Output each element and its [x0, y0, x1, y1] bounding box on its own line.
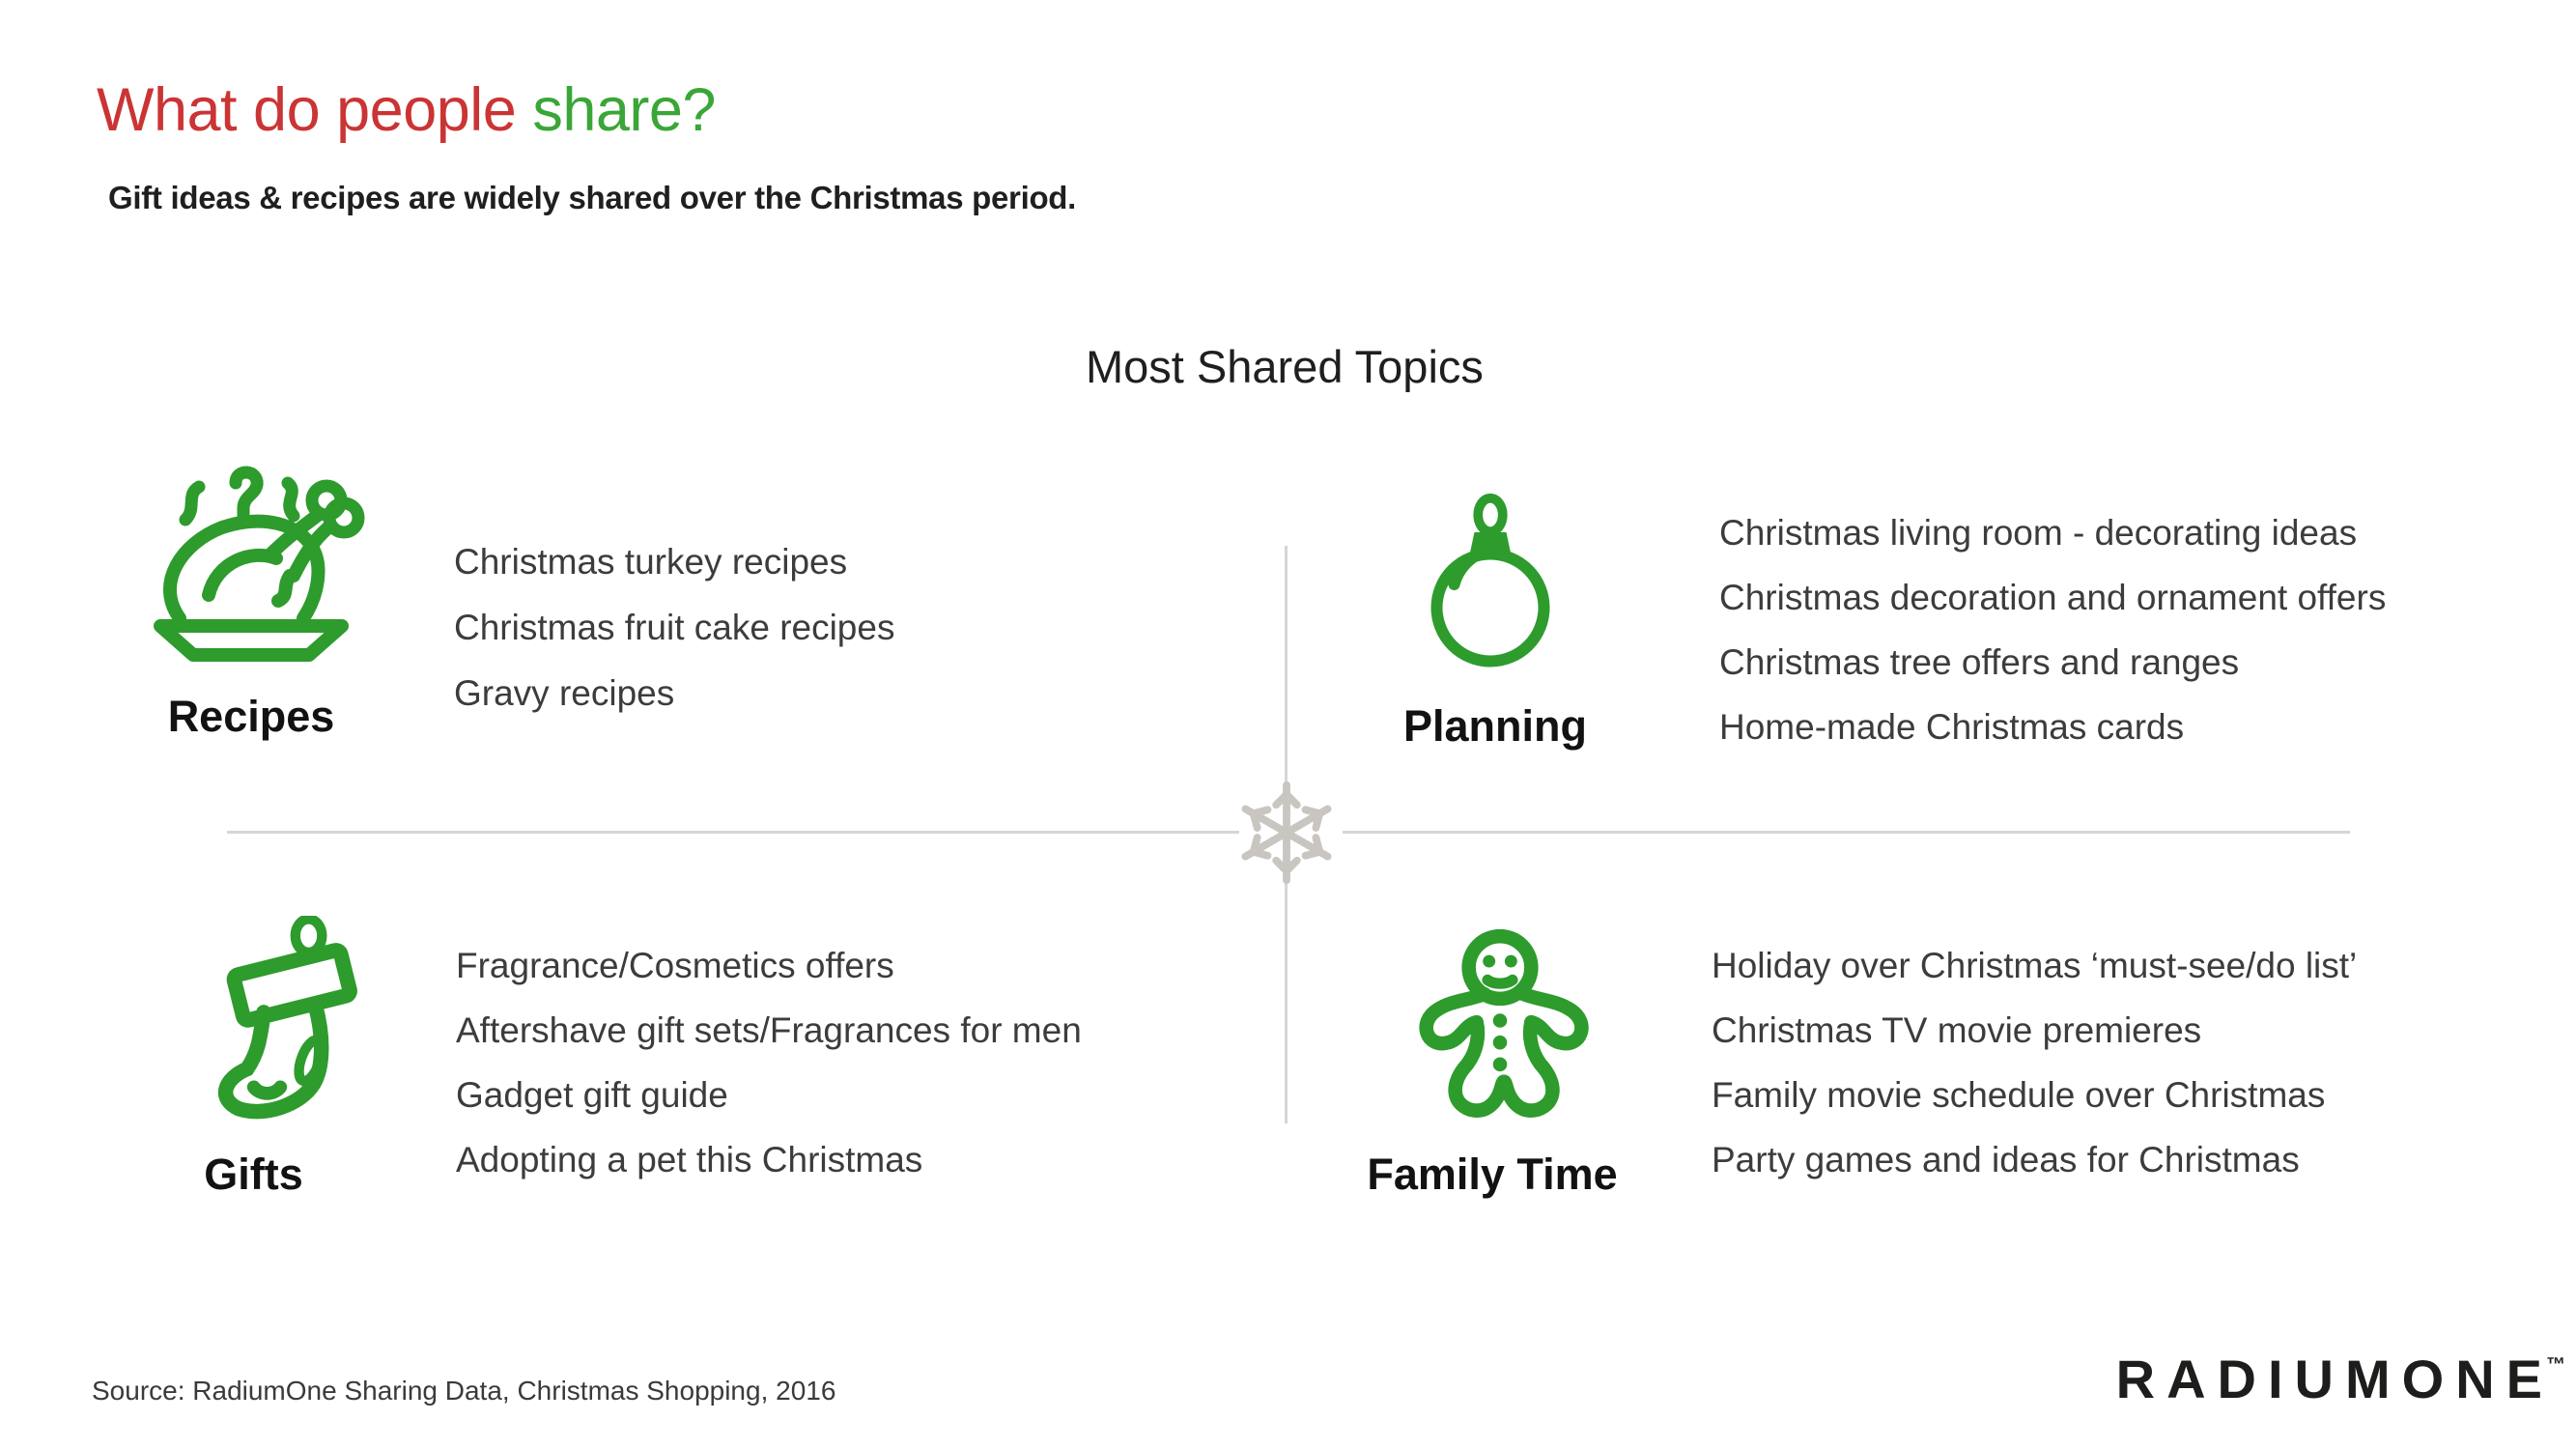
list-item: Christmas turkey recipes — [454, 542, 848, 582]
list-item: Gadget gift guide — [456, 1075, 728, 1115]
topic-list-planning: Christmas living room - decorating ideas… — [1719, 500, 2386, 759]
quadrant-label-gifts: Gifts — [204, 1150, 303, 1199]
quadrant-label-recipes: Recipes — [167, 692, 335, 741]
list-item: Christmas living room - decorating ideas — [1719, 513, 2358, 553]
radiumone-logo-text: RADIUMONE — [2115, 1349, 2554, 1409]
page-title-green-part: share? — [532, 76, 716, 144]
list-item: Adopting a pet this Christmas — [456, 1140, 923, 1179]
turkey-icon — [154, 466, 365, 662]
trademark-symbol: ™ — [2546, 1354, 2566, 1376]
divider-horizontal-left — [227, 831, 1239, 834]
page-title: What do people share? — [97, 75, 716, 145]
page-title-red-part: What do people — [97, 76, 533, 144]
topic-list-recipes: Christmas turkey recipes Christmas fruit… — [454, 529, 894, 726]
list-item: Home-made Christmas cards — [1719, 707, 2185, 747]
list-item: Christmas fruit cake recipes — [454, 608, 895, 647]
list-item: Gravy recipes — [454, 673, 675, 713]
radiumone-logo: RADIUMONE™ — [2116, 1348, 2566, 1410]
list-item: Family movie schedule over Christmas — [1712, 1075, 2326, 1115]
topic-list-family-time: Holiday over Christmas ‘must-see/do list… — [1712, 933, 2357, 1192]
divider-vertical-bottom — [1285, 875, 1288, 1123]
list-item: Party games and ideas for Christmas — [1712, 1140, 2300, 1179]
ornament-icon — [1430, 493, 1550, 668]
gingerbread-icon — [1419, 928, 1589, 1118]
topic-list-gifts: Fragrance/Cosmetics offers Aftershave gi… — [456, 933, 1082, 1192]
list-item: Fragrance/Cosmetics offers — [456, 946, 894, 985]
list-item: Christmas tree offers and ranges — [1719, 642, 2240, 682]
list-item: Holiday over Christmas ‘must-see/do list… — [1712, 946, 2358, 985]
divider-horizontal-right — [1343, 831, 2350, 834]
section-heading: Most Shared Topics — [1086, 341, 1484, 392]
list-item: Christmas TV movie premieres — [1712, 1010, 2202, 1050]
page-subtitle: Gift ideas & recipes are widely shared o… — [108, 180, 1077, 215]
stocking-icon — [217, 916, 357, 1120]
quadrant-label-planning: Planning — [1403, 701, 1587, 751]
quadrant-label-family-time: Family Time — [1367, 1150, 1618, 1199]
list-item: Christmas decoration and ornament offers — [1719, 578, 2387, 617]
snowflake-icon — [1241, 781, 1332, 885]
divider-vertical-top — [1285, 546, 1288, 811]
list-item: Aftershave gift sets/Fragrances for men — [456, 1010, 1082, 1050]
source-note: Source: RadiumOne Sharing Data, Christma… — [92, 1376, 836, 1406]
